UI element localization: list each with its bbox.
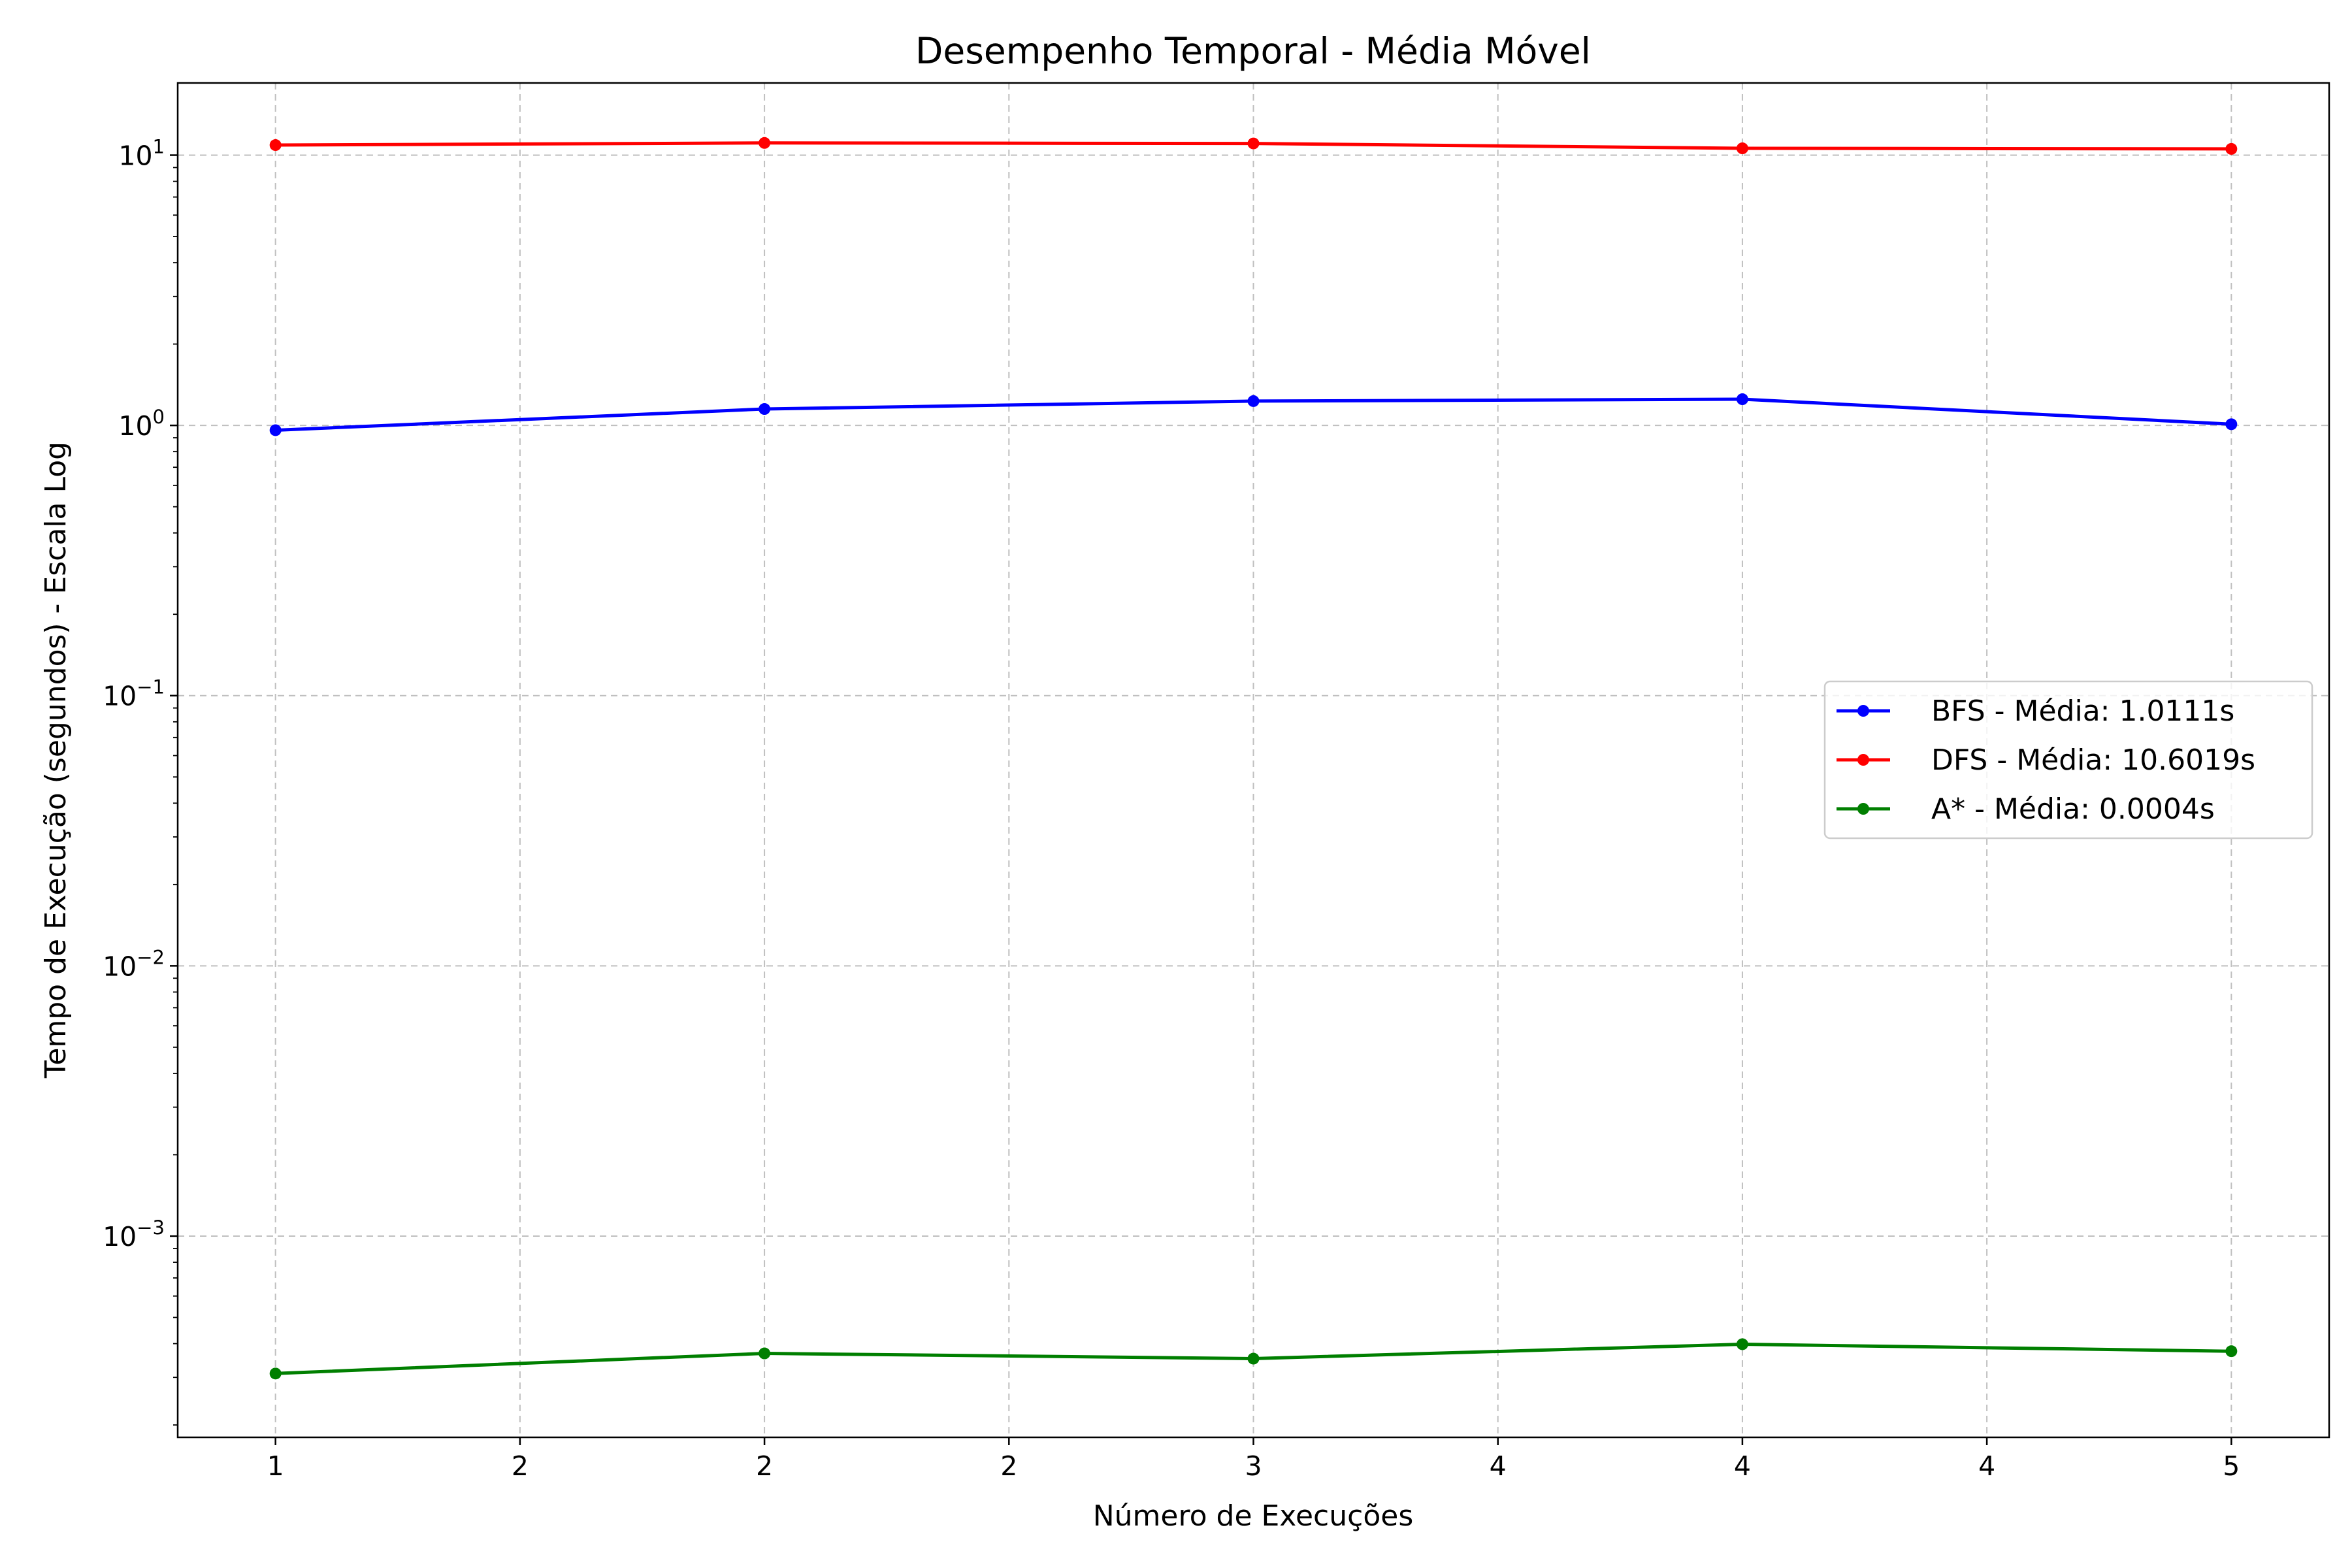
y-tick-label-exponent: 1 [153,136,165,158]
y-tick-label-base: 10 [103,1221,137,1252]
x-tick-label: 4 [1978,1450,1995,1482]
y-tick-label-exponent: −3 [137,1217,165,1239]
y-tick-label: 10−3 [103,1217,165,1252]
series-point [1736,393,1748,406]
series-point [2225,1345,2238,1358]
y-axis-title: Tempo de Execução (segundos) - Escala Lo… [39,442,73,1079]
y-tick-label: 100 [118,406,165,442]
y-tick-label-exponent: 0 [153,406,165,428]
series-point [1736,142,1748,155]
legend-label: A* - Média: 0.0004s [1931,792,2215,826]
x-tick-label: 4 [1734,1450,1751,1482]
legend-label: DFS - Média: 10.6019s [1931,743,2255,777]
y-tick-label-exponent: −2 [137,946,165,968]
legend-label: BFS - Média: 1.0111s [1931,694,2234,728]
series-point [759,1347,771,1360]
y-tick-label-exponent: −1 [137,676,165,698]
series-point [269,424,282,436]
chart-title: Desempenho Temporal - Média Móvel [915,30,1591,72]
series-point [2225,142,2238,155]
y-tick-label-base: 10 [118,410,152,442]
legend-swatch-marker [1857,705,1869,717]
x-tick-label: 4 [1490,1450,1507,1482]
grid [178,83,2329,1437]
legend-box [1823,680,2313,840]
x-tick-label: 2 [512,1450,529,1482]
x-axis-title: Número de Execuções [1093,1499,1414,1533]
series-layer [269,137,2238,1380]
series-point [269,139,282,152]
y-tick-label: 10−1 [103,676,165,712]
series-point [759,403,771,416]
y-tick-label-base: 10 [118,140,152,172]
series-point [759,137,771,149]
legend: BFS - Média: 1.0111s DFS - Média: 10.6019… [1823,680,2313,840]
x-tick-label: 2 [756,1450,773,1482]
x-tick-label: 1 [267,1450,284,1482]
y-tick-label: 10−2 [103,946,165,982]
series-point [2225,418,2238,431]
y-tick-label-base: 10 [103,951,137,982]
series-point [1247,1352,1260,1365]
x-tick-label: 2 [1000,1450,1017,1482]
series-point [1247,395,1260,407]
x-tick-label: 3 [1245,1450,1262,1482]
series-point [269,1367,282,1380]
series-point [1736,1338,1748,1350]
y-tick-label-base: 10 [103,681,137,712]
series-point [1247,137,1260,150]
legend-swatch-marker [1857,754,1869,766]
x-tick-label: 5 [2223,1450,2240,1482]
legend-swatch-marker [1857,803,1869,815]
y-tick-label: 101 [118,136,165,172]
